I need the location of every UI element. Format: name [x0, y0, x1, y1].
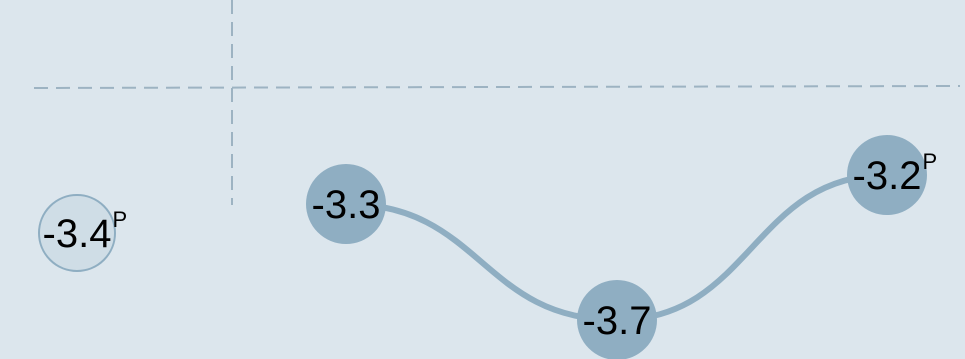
data-label-suffix: P — [922, 149, 937, 174]
data-label: -3.3 — [312, 183, 381, 227]
data-label: -3.2 — [853, 154, 922, 198]
data-label: -3.4 — [43, 212, 112, 256]
data-label-suffix: P — [112, 207, 127, 232]
data-point-marker — [847, 135, 927, 215]
data-point-marker — [38, 194, 116, 272]
data-marks: -3.4 P -3.3-3.7-3.2 P — [38, 135, 937, 359]
data-point-marker — [306, 164, 386, 244]
data-point-marker — [577, 280, 657, 359]
grid-line-horizontal — [33, 85, 961, 89]
data-label: -3.7 — [583, 299, 652, 343]
